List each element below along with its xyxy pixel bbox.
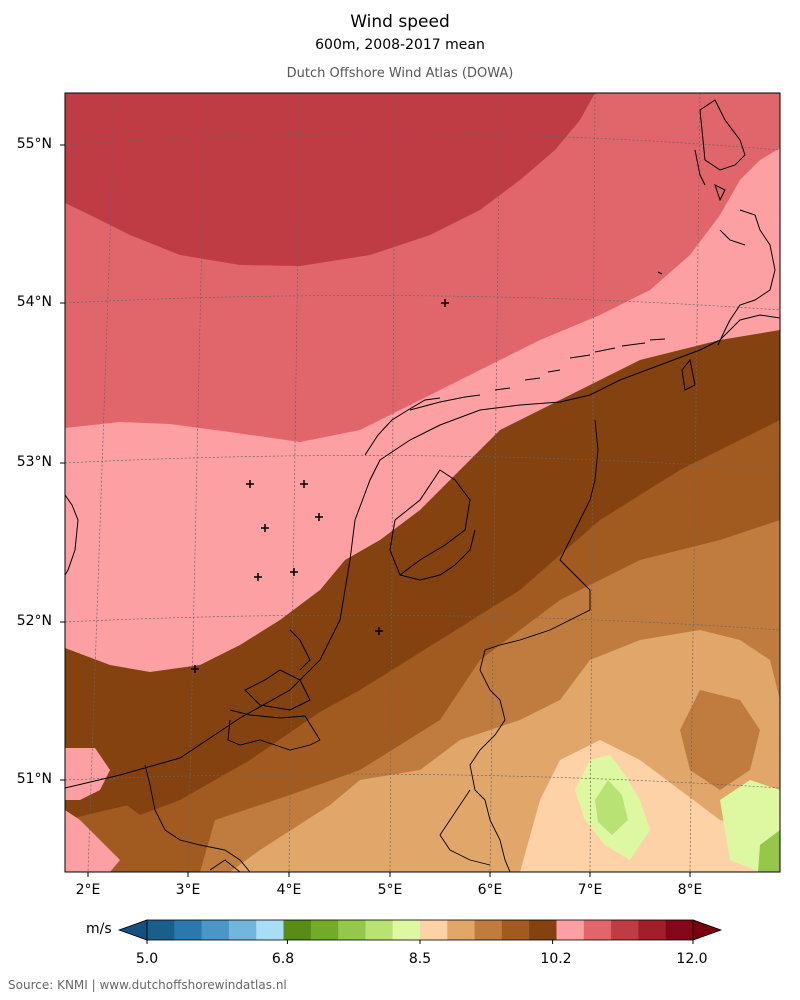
lat-label: 55°N	[16, 136, 52, 152]
borders	[144, 419, 599, 872]
lat-label: 54°N	[16, 294, 52, 310]
lon-label: 5°E	[377, 882, 403, 898]
band-8.5-9-b	[680, 690, 760, 790]
colorbar-over-arrow	[692, 919, 723, 941]
colorbar-swatch	[283, 920, 312, 940]
colorbar-under-arrow	[117, 919, 148, 941]
lon-label: 8°E	[677, 882, 703, 898]
site-marker	[300, 480, 308, 488]
colorbar-swatch	[474, 920, 503, 940]
lat-label: 53°N	[16, 454, 52, 470]
colorbar-swatch	[638, 920, 667, 940]
lon-label: 4°E	[276, 882, 302, 898]
site-marker	[261, 524, 269, 532]
lon-label: 2°E	[75, 882, 101, 898]
site-marker	[254, 573, 262, 581]
map-title: Wind speed	[350, 12, 450, 32]
colorbar-swatch	[365, 920, 394, 940]
colorbar-tick-label: 5.0	[135, 951, 159, 967]
colorbar-swatch	[583, 920, 612, 940]
band-10.5-11-sw2	[65, 810, 120, 872]
atlas-name: Dutch Offshore Wind Atlas (DOWA)	[286, 66, 514, 81]
map-frame	[64, 92, 781, 873]
colorbar-swatch	[447, 920, 476, 940]
colorbar	[117, 919, 723, 944]
site-marker	[375, 627, 383, 635]
colorbar-swatch	[420, 920, 448, 940]
colorbar-swatch	[529, 920, 557, 940]
colorbar-tick-label: 6.8	[271, 951, 295, 967]
band-11.5-12	[65, 93, 595, 266]
axis-ticks	[60, 144, 691, 877]
source-credit: Source: KNMI | www.dutchoffshorewindatla…	[8, 978, 287, 992]
colorbar-unit: m/s	[86, 921, 112, 937]
colorbar-swatch	[256, 920, 284, 940]
coastlines	[65, 99, 780, 789]
colorbar-tick-label: 12.0	[676, 951, 708, 967]
band-7-7.5-b	[758, 830, 780, 872]
site-marker	[191, 665, 199, 673]
colorbar-swatch	[556, 920, 585, 940]
colorbar-swatch	[338, 920, 366, 940]
colorbar-tick-label: 10.2	[540, 951, 572, 967]
site-marker	[315, 513, 323, 521]
colorbar-swatch	[147, 920, 175, 940]
wind-field	[65, 93, 780, 872]
site-marker	[290, 568, 298, 576]
colorbar-swatch	[611, 920, 639, 940]
colorbar-swatch	[501, 920, 530, 940]
site-markers	[191, 299, 449, 673]
colorbar-swatch	[228, 920, 257, 940]
band-dark-sw	[120, 705, 330, 815]
lat-label: 52°N	[16, 613, 52, 629]
colorbar-swatch	[392, 920, 421, 940]
graticule	[65, 93, 780, 872]
colorbar-swatch	[310, 920, 339, 940]
colorbar-swatch	[201, 920, 230, 940]
band-7-7.5	[595, 780, 628, 835]
band-10.5-11-sw	[65, 748, 110, 800]
colorbar-swatch	[665, 920, 694, 940]
lat-label: 51°N	[16, 771, 52, 787]
colorbar-tick-label: 8.5	[408, 951, 432, 967]
lon-label: 6°E	[477, 882, 503, 898]
site-marker	[246, 480, 254, 488]
lon-label: 3°E	[175, 882, 201, 898]
lon-label: 7°E	[577, 882, 603, 898]
site-marker	[441, 299, 449, 307]
map-subtitle: 600m, 2008-2017 mean	[315, 37, 485, 53]
colorbar-swatch	[174, 920, 203, 940]
